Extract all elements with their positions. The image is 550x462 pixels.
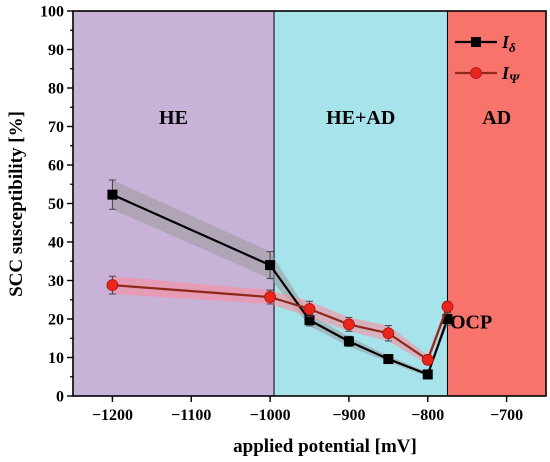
x-tick-label: −700	[490, 407, 523, 424]
x-tick-label: −900	[332, 407, 365, 424]
y-tick-label: 100	[40, 4, 64, 21]
data-point	[421, 353, 434, 366]
region-label-2: AD	[482, 107, 511, 129]
region-label-1: HE+AD	[326, 107, 395, 129]
region-2	[447, 11, 546, 396]
data-point	[343, 318, 355, 331]
x-tick-label: −800	[411, 407, 444, 424]
data-point	[383, 354, 394, 365]
axes: −1200 −1100 −1000 −900 −800 −700 0 10 20 30 40 50 60…	[40, 4, 547, 424]
y-tick-label: 60	[48, 158, 64, 175]
data-point	[303, 303, 316, 315]
x-tick-label: −1000	[250, 407, 291, 424]
series-1	[106, 275, 454, 366]
y-tick-label: 20	[48, 312, 64, 329]
data-point	[106, 279, 119, 292]
data-series	[106, 179, 454, 380]
annotations: OCP	[450, 312, 492, 334]
region-label-0: HE	[159, 107, 188, 129]
series-0	[107, 179, 453, 380]
y-tick-label: 30	[48, 273, 64, 290]
data-point	[382, 327, 395, 340]
data-point	[107, 189, 118, 200]
data-point	[422, 369, 433, 380]
x-tick-label: −1100	[171, 407, 211, 424]
y-axis-title: SCC susceptibility [%]	[6, 111, 27, 297]
data-point	[304, 315, 315, 326]
legend-marker	[471, 37, 481, 47]
y-tick-label: 80	[48, 81, 64, 98]
data-point	[441, 300, 454, 313]
y-tick-label: 90	[48, 42, 64, 59]
region-1	[274, 11, 448, 396]
potential-regions	[73, 11, 546, 396]
data-point	[442, 314, 453, 324]
data-point	[343, 336, 354, 347]
data-point	[264, 291, 276, 303]
y-tick-label: 40	[48, 235, 64, 252]
y-tick-label: 0	[56, 389, 64, 406]
y-tick-label: 50	[48, 196, 64, 213]
data-point	[265, 260, 276, 271]
y-tick-label: 70	[48, 119, 64, 136]
x-tick-label: −1200	[92, 407, 133, 424]
x-axis-title: applied potential [mV]	[233, 436, 417, 457]
region-labels: HE HE+AD AD	[159, 107, 511, 129]
error-band-1	[112, 276, 448, 365]
legend-marker	[470, 67, 482, 79]
y-tick-label: 10	[48, 350, 64, 367]
region-0	[73, 11, 275, 396]
annotation-ocp: OCP	[450, 312, 492, 334]
